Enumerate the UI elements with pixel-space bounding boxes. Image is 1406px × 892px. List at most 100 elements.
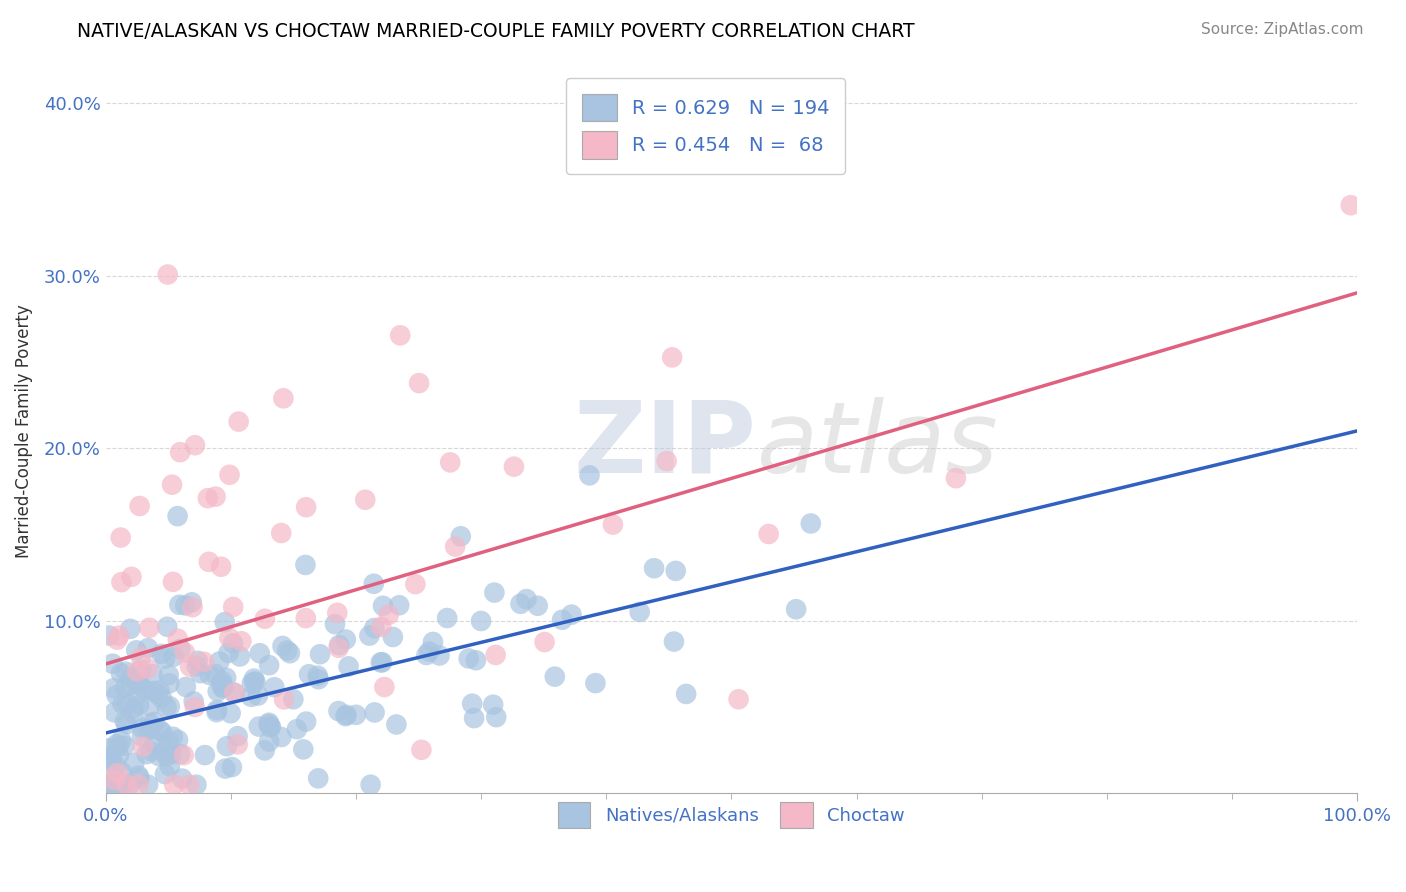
Point: [422, 635, 444, 649]
Point: [309, 647, 332, 661]
Point: [408, 376, 430, 390]
Point: [122, 701, 145, 715]
Point: [127, 778, 149, 792]
Point: [226, 729, 249, 743]
Point: [138, 621, 160, 635]
Point: [169, 641, 191, 656]
Point: [273, 692, 295, 706]
Point: [215, 739, 238, 754]
Point: [103, 706, 125, 720]
Point: [204, 490, 226, 504]
Point: [197, 491, 219, 506]
Point: [377, 607, 399, 622]
Point: [335, 707, 357, 722]
Point: [370, 620, 392, 634]
Point: [655, 454, 678, 468]
Point: [411, 743, 433, 757]
Point: [240, 690, 263, 704]
Point: [169, 445, 191, 459]
Point: [208, 655, 231, 669]
Point: [212, 680, 235, 694]
Point: [128, 698, 150, 712]
Point: [97, 741, 120, 756]
Point: [207, 684, 229, 698]
Point: [675, 687, 697, 701]
Point: [360, 778, 382, 792]
Point: [98, 628, 121, 642]
Point: [150, 725, 173, 739]
Point: [146, 687, 169, 701]
Point: [115, 777, 138, 791]
Point: [101, 657, 124, 671]
Point: [335, 709, 357, 723]
Point: [273, 392, 295, 406]
Point: [107, 778, 129, 792]
Point: [169, 747, 191, 761]
Point: [285, 722, 308, 736]
Point: [136, 778, 159, 792]
Point: [148, 749, 170, 764]
Point: [335, 632, 357, 647]
Point: [101, 750, 124, 764]
Point: [224, 686, 246, 700]
Point: [155, 749, 177, 764]
Point: [307, 669, 329, 683]
Point: [143, 714, 166, 729]
Point: [108, 747, 131, 762]
Point: [162, 730, 184, 744]
Point: [173, 748, 195, 763]
Point: [198, 555, 221, 569]
Point: [257, 717, 280, 731]
Point: [221, 760, 243, 774]
Point: [157, 733, 180, 747]
Point: [103, 778, 125, 792]
Point: [231, 634, 253, 648]
Point: [326, 606, 349, 620]
Point: [665, 564, 688, 578]
Point: [371, 655, 394, 669]
Point: [389, 328, 412, 343]
Point: [153, 744, 176, 758]
Point: [186, 659, 208, 673]
Point: [450, 529, 472, 543]
Point: [229, 649, 252, 664]
Point: [134, 682, 156, 697]
Point: [148, 683, 170, 698]
Point: [160, 477, 183, 491]
Point: [214, 762, 236, 776]
Point: [578, 468, 600, 483]
Point: [785, 602, 807, 616]
Point: [585, 676, 607, 690]
Point: [418, 644, 440, 658]
Point: [184, 700, 207, 714]
Point: [439, 455, 461, 469]
Point: [662, 634, 685, 648]
Point: [758, 527, 780, 541]
Point: [100, 768, 122, 782]
Text: NATIVE/ALASKAN VS CHOCTAW MARRIED-COUPLE FAMILY POVERTY CORRELATION CHART: NATIVE/ALASKAN VS CHOCTAW MARRIED-COUPLE…: [77, 22, 915, 41]
Point: [172, 772, 194, 786]
Point: [219, 706, 242, 721]
Point: [174, 680, 197, 694]
Point: [120, 622, 142, 636]
Y-axis label: Married-Couple Family Poverty: Married-Couple Family Poverty: [15, 304, 32, 558]
Point: [180, 595, 202, 609]
Point: [240, 676, 263, 690]
Point: [463, 711, 485, 725]
Point: [328, 640, 350, 655]
Point: [98, 778, 121, 792]
Point: [214, 615, 236, 629]
Point: [294, 558, 316, 572]
Text: ZIP: ZIP: [574, 397, 756, 494]
Point: [181, 600, 204, 615]
Point: [628, 605, 651, 619]
Point: [183, 694, 205, 708]
Point: [253, 743, 276, 757]
Point: [271, 639, 294, 653]
Point: [215, 671, 238, 685]
Point: [359, 629, 381, 643]
Point: [139, 716, 162, 731]
Point: [800, 516, 823, 531]
Point: [166, 632, 188, 646]
Point: [105, 632, 128, 647]
